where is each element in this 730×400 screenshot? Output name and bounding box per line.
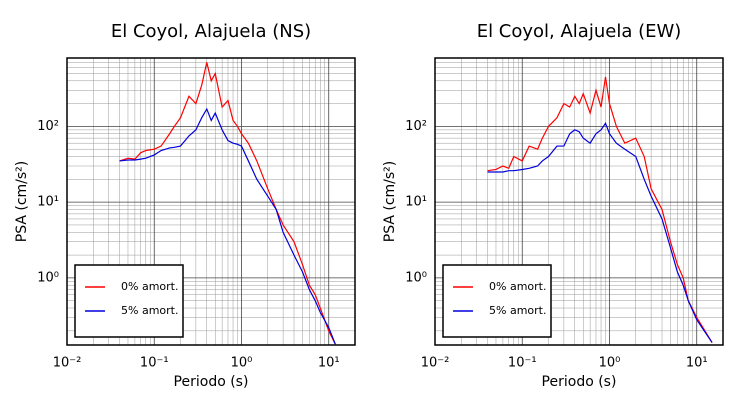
chart-panel: 10⁻² 10⁻¹ 10⁰ 10¹ 10⁰ 10¹ 10² El Coyol, Alajuel… [14, 21, 356, 390]
y-tick-label: 10² [405, 119, 427, 134]
x-tick-label: 10¹ [686, 356, 708, 371]
x-axis-label: Periodo (s) [542, 374, 617, 390]
chart-title: El Coyol, Alajuela (EW) [477, 21, 682, 42]
x-tick-label: 10⁻¹ [508, 356, 537, 371]
y-tick-label: 10⁰ [405, 270, 427, 285]
y-tick-label: 10¹ [405, 195, 427, 210]
chart-panel: 10⁻² 10⁻¹ 10⁰ 10¹ 10⁰ 10¹ 10² El Coyol, Alajuel… [382, 21, 724, 390]
legend: 0% amort. 5% amort. [74, 264, 184, 338]
y-axis-label: PSA (cm/s²) [14, 161, 30, 243]
series-line [487, 76, 713, 343]
legend: 0% amort. 5% amort. [442, 264, 552, 338]
x-tick-label: 10⁰ [231, 356, 253, 371]
x-tick-label: 10⁻² [53, 356, 82, 371]
legend-label: 0% amort. [121, 280, 178, 293]
plot-frame [434, 57, 724, 346]
series-line [487, 121, 713, 343]
chart-title: El Coyol, Alajuela (NS) [111, 21, 311, 42]
legend-label: 5% amort. [489, 304, 546, 317]
legend-box [74, 264, 184, 338]
plot-frame [66, 57, 356, 346]
x-tick-label: 10⁰ [599, 356, 621, 371]
legend-label: 5% amort. [121, 304, 178, 317]
x-axis-label: Periodo (s) [174, 374, 249, 390]
y-axis-label: PSA (cm/s²) [382, 161, 398, 243]
legend-box [442, 264, 552, 338]
x-tick-label: 10¹ [318, 356, 340, 371]
y-tick-label: 10² [37, 119, 59, 134]
legend-label: 0% amort. [489, 280, 546, 293]
series-line [119, 107, 337, 346]
series-line [119, 62, 337, 346]
x-tick-label: 10⁻² [421, 356, 450, 371]
y-tick-label: 10⁰ [37, 270, 59, 285]
x-tick-label: 10⁻¹ [140, 356, 169, 371]
y-tick-label: 10¹ [37, 195, 59, 210]
